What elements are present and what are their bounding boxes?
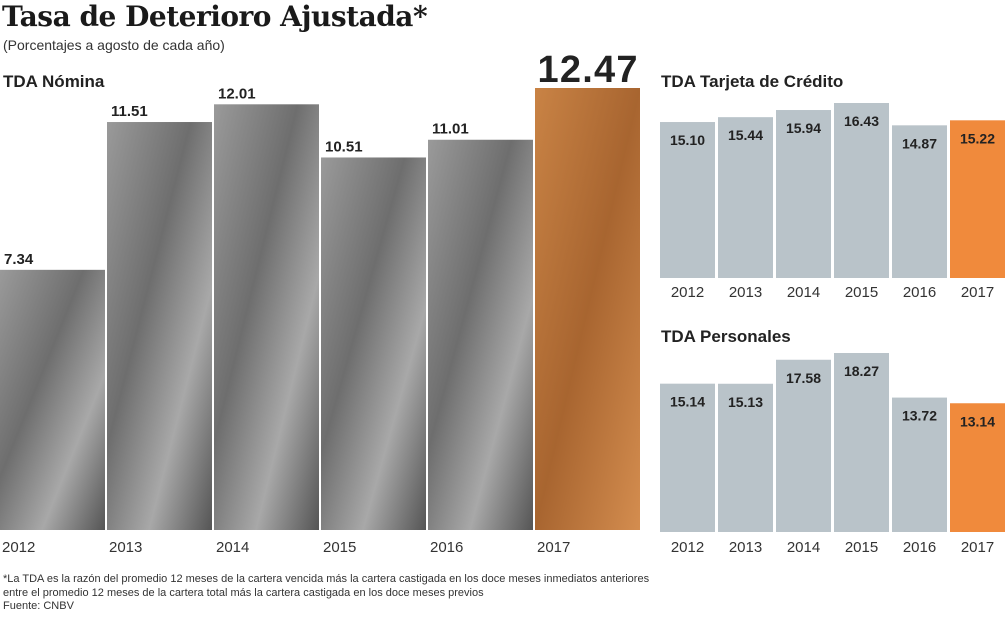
tarjeta-bar-2013 bbox=[718, 117, 773, 278]
tarjeta-value-label: 16.43 bbox=[844, 113, 879, 129]
tarjeta-year-label: 2016 bbox=[903, 284, 936, 301]
tarjeta-year-label: 2013 bbox=[729, 284, 762, 301]
personales-bar-2016 bbox=[892, 397, 947, 532]
chart-subtitle: (Porcentajes a agosto de cada año) bbox=[3, 37, 225, 53]
nomina-value-label: 12.01 bbox=[218, 85, 256, 102]
personales-value-label: 18.27 bbox=[844, 363, 879, 379]
personales-bar-2014 bbox=[776, 359, 831, 532]
nomina-year-label: 2012 bbox=[2, 539, 35, 556]
tarjeta-year-label: 2014 bbox=[787, 284, 820, 301]
footnote-line-1: *La TDA es la razón del promedio 12 mese… bbox=[3, 573, 650, 585]
nomina-value-label: 7.34 bbox=[4, 251, 34, 268]
personales-value-label: 13.14 bbox=[960, 413, 995, 429]
nomina-title: TDA Nómina bbox=[3, 72, 105, 91]
personales-year-label: 2014 bbox=[787, 539, 820, 556]
tarjeta-year-label: 2015 bbox=[845, 284, 878, 301]
nomina-bar-2012 bbox=[0, 269, 105, 530]
personales-value-label: 15.13 bbox=[728, 394, 763, 410]
personales-year-label: 2017 bbox=[961, 539, 994, 556]
nomina-year-label: 2016 bbox=[430, 539, 463, 556]
tarjeta-value-label: 15.44 bbox=[728, 127, 763, 143]
personales-value-label: 13.72 bbox=[902, 408, 937, 424]
personales-year-label: 2016 bbox=[903, 539, 936, 556]
footnote-line-2: entre el promedio 12 meses de la cartera… bbox=[3, 586, 484, 599]
tarjeta-year-label: 2012 bbox=[671, 284, 704, 301]
nomina-bar-2015 bbox=[321, 157, 426, 530]
personales-bar-2013 bbox=[718, 383, 773, 532]
nomina-bar-2013 bbox=[107, 122, 212, 530]
chart-title: Tasa de Deterioro Ajustada* bbox=[2, 0, 428, 33]
personales-year-label: 2012 bbox=[671, 539, 704, 556]
personales-bar-2015 bbox=[834, 353, 889, 532]
personales-year-label: 2015 bbox=[845, 539, 878, 556]
nomina-year-label: 2015 bbox=[323, 539, 356, 556]
personales-value-label: 17.58 bbox=[786, 370, 821, 386]
nomina-year-label: 2014 bbox=[216, 539, 249, 556]
personales-bar-2012 bbox=[660, 383, 715, 532]
nomina-value-label: 10.51 bbox=[325, 138, 363, 155]
nomina-year-label: 2013 bbox=[109, 539, 142, 556]
tarjeta-value-label: 14.87 bbox=[902, 135, 937, 151]
tarjeta-year-label: 2017 bbox=[961, 284, 994, 301]
footnote: *La TDA es la razón del promedio 12 mese… bbox=[3, 573, 903, 614]
nomina-value-label: 11.01 bbox=[432, 121, 469, 138]
tarjeta-bar-2016 bbox=[892, 125, 947, 278]
nomina-bar-2016 bbox=[428, 139, 533, 530]
tarjeta-bar-2017 bbox=[950, 120, 1005, 278]
tarjeta-bar-2012 bbox=[660, 122, 715, 279]
tarjeta-bar-2014 bbox=[776, 110, 831, 278]
nomina-bar-2017 bbox=[535, 88, 640, 530]
nomina-value-label: 12.47 bbox=[538, 49, 638, 91]
nomina-year-label: 2017 bbox=[537, 539, 570, 556]
personales-year-label: 2013 bbox=[729, 539, 762, 556]
tarjeta-bar-2015 bbox=[834, 103, 889, 278]
personales-title: TDA Personales bbox=[661, 327, 791, 346]
source: Fuente: CNBV bbox=[3, 600, 74, 612]
tarjeta-value-label: 15.10 bbox=[670, 132, 705, 148]
personales-bar-2017 bbox=[950, 403, 1005, 532]
nomina-value-label: 11.51 bbox=[111, 103, 148, 120]
tarjeta-value-label: 15.94 bbox=[786, 120, 821, 136]
personales-value-label: 15.14 bbox=[670, 394, 705, 410]
tarjeta-value-label: 15.22 bbox=[960, 130, 995, 146]
tarjeta-title: TDA Tarjeta de Crédito bbox=[661, 72, 844, 91]
nomina-bar-2014 bbox=[214, 104, 319, 530]
